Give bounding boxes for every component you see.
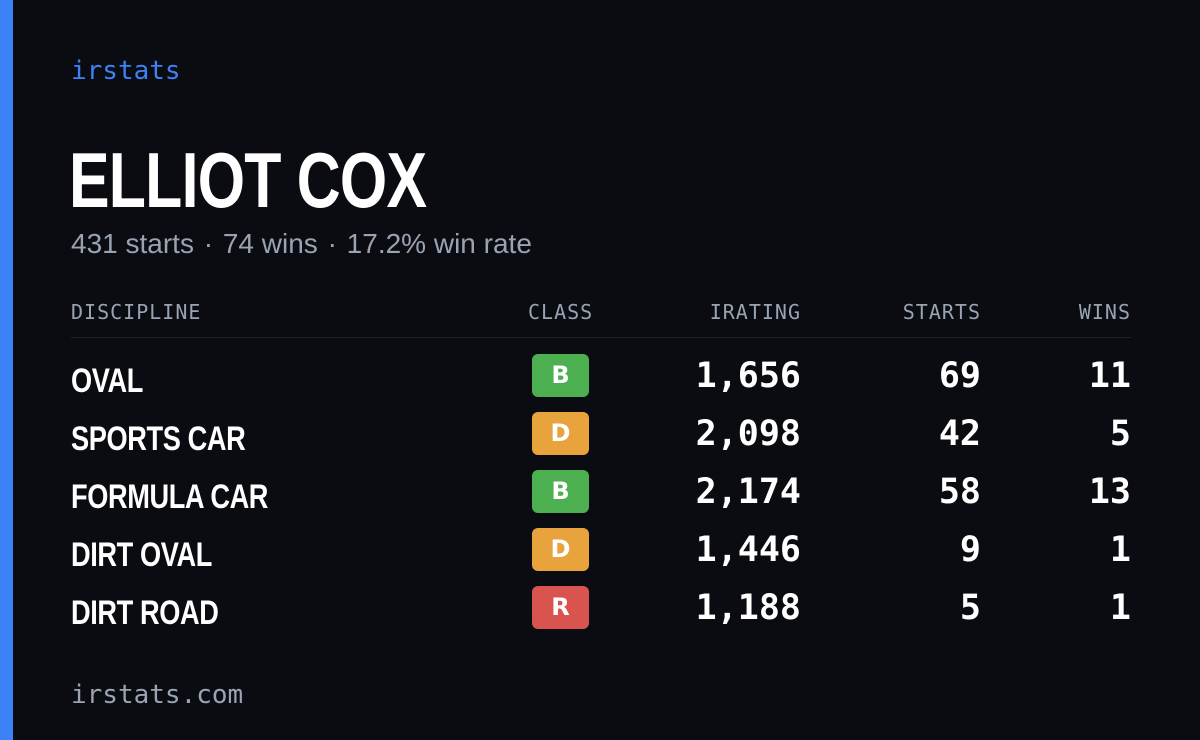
class-badge: B bbox=[532, 354, 589, 397]
table-row: DIRT ROAD R 1,188 5 1 bbox=[71, 586, 1131, 644]
class-badge: B bbox=[532, 470, 589, 513]
win-rate-summary: 17.2% win rate bbox=[346, 228, 532, 259]
summary-separator: · bbox=[327, 228, 337, 259]
class-badge: D bbox=[532, 528, 589, 571]
starts-value: 42 bbox=[938, 414, 981, 454]
table-row: SPORTS CAR D 2,098 42 5 bbox=[71, 412, 1131, 470]
driver-summary: 431 starts · 74 wins · 17.2% win rate bbox=[71, 228, 532, 260]
header-discipline: DISCIPLINE bbox=[71, 300, 202, 324]
wins-summary: 74 wins bbox=[222, 228, 318, 259]
class-badge: R bbox=[532, 586, 589, 629]
irating-value: 1,188 bbox=[695, 588, 801, 628]
accent-bar bbox=[0, 0, 13, 740]
irating-value: 1,656 bbox=[695, 356, 801, 396]
wins-value: 13 bbox=[1088, 472, 1131, 512]
wins-value: 1 bbox=[1109, 530, 1131, 570]
header-class: CLASS bbox=[528, 300, 594, 324]
discipline-table: DISCIPLINE CLASS IRATING STARTS WINS OVA… bbox=[71, 298, 1131, 632]
brand-logo-text: irstats bbox=[71, 56, 181, 86]
table-row: DIRT OVAL D 1,446 9 1 bbox=[71, 528, 1131, 586]
header-wins: WINS bbox=[1078, 300, 1131, 324]
table-header: DISCIPLINE CLASS IRATING STARTS WINS bbox=[71, 298, 1131, 338]
discipline-name: DIRT ROAD bbox=[71, 594, 219, 632]
table-row: FORMULA CAR B 2,174 58 13 bbox=[71, 470, 1131, 528]
wins-value: 5 bbox=[1109, 414, 1131, 454]
starts-value: 58 bbox=[938, 472, 981, 512]
starts-summary: 431 starts bbox=[71, 228, 194, 259]
table-body: OVAL B 1,656 69 11 SPORTS CAR D 2,098 42… bbox=[71, 354, 1131, 644]
driver-name: ELLIOT COX bbox=[69, 136, 427, 224]
footer-url: irstats.com bbox=[71, 680, 244, 710]
irating-value: 2,174 bbox=[695, 472, 801, 512]
discipline-name: OVAL bbox=[71, 362, 143, 400]
header-irating: IRATING bbox=[709, 300, 801, 324]
summary-separator: · bbox=[203, 228, 214, 259]
class-badge: D bbox=[532, 412, 589, 455]
irating-value: 2,098 bbox=[695, 414, 801, 454]
starts-value: 9 bbox=[959, 530, 981, 570]
starts-value: 5 bbox=[959, 588, 981, 628]
table-row: OVAL B 1,656 69 11 bbox=[71, 354, 1131, 412]
discipline-name: SPORTS CAR bbox=[71, 420, 246, 458]
discipline-name: DIRT OVAL bbox=[71, 536, 212, 574]
irating-value: 1,446 bbox=[695, 530, 801, 570]
wins-value: 11 bbox=[1088, 356, 1131, 396]
discipline-name: FORMULA CAR bbox=[71, 478, 269, 516]
wins-value: 1 bbox=[1109, 588, 1131, 628]
starts-value: 69 bbox=[938, 356, 981, 396]
header-starts: STARTS bbox=[902, 300, 981, 324]
